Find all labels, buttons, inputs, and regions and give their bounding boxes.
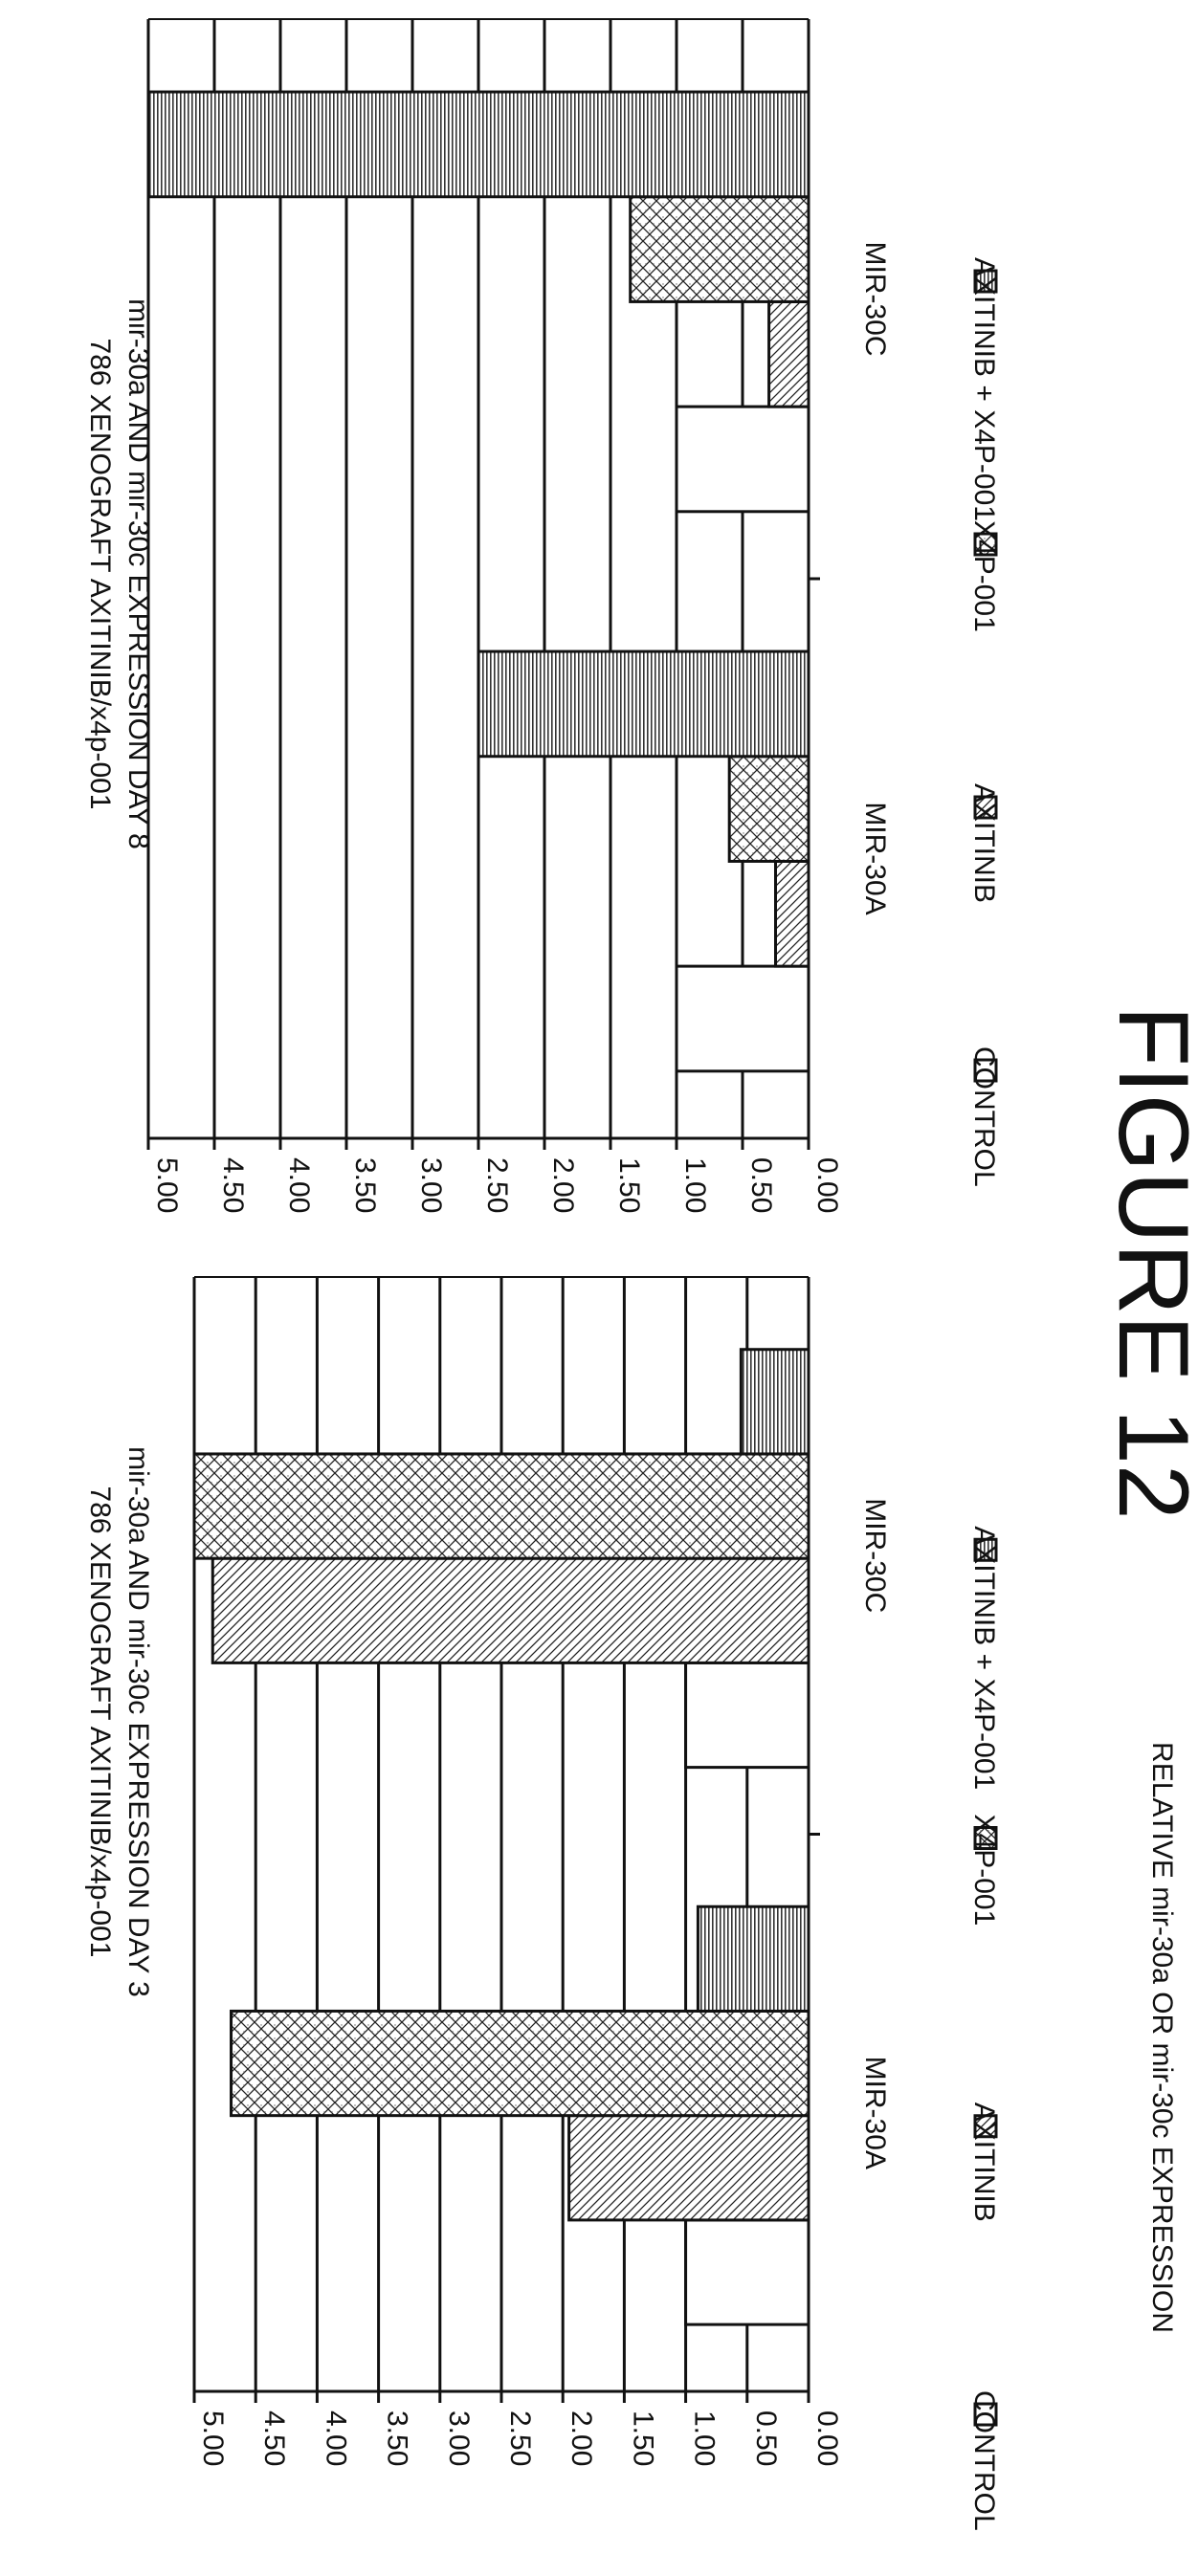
tick-label: 2.00 (566, 2411, 597, 2466)
figure-caption: FIGURE 12 (1098, 1005, 1198, 1519)
bar-x4p-001-mir-30a (729, 757, 809, 862)
tick-label: 4.00 (283, 1157, 315, 1213)
legend-label: CONTROL (968, 2390, 1000, 2531)
chart-day-8: 786 XENOGRAFT AXITINIB/x4p-001mir-30a AN… (84, 19, 1000, 1213)
legend-label: CONTROL (968, 1046, 1000, 1187)
tick-label: 0.50 (745, 1157, 777, 1213)
tick-label: 4.00 (320, 2411, 351, 2466)
bar-x4p-001-mir-30a (232, 2011, 809, 2115)
chart-subtitle: mir-30a AND mir-30c EXPRESSION DAY 3 (122, 1446, 154, 1997)
legend-label: AXITINIB + X4P-001 (968, 1526, 1000, 1790)
tick-label: 3.00 (415, 1157, 447, 1213)
legend: CONTROL AXITINIB X4P-001AXITINIB + X4P-001 (968, 257, 1000, 1187)
bar-axitinib-mir-30c (769, 301, 809, 407)
tick-label: 3.50 (382, 2411, 413, 2466)
bar-axitinib-mir-30a (776, 861, 810, 966)
bar-x4p-001-mir-30c (194, 1454, 809, 1558)
chart-title: 786 XENOGRAFT AXITINIB/x4p-001 (84, 339, 116, 810)
chart-title: 786 XENOGRAFT AXITINIB/x4p-001 (84, 1486, 116, 1958)
category-label: MIR-30A (859, 2057, 891, 2169)
bar-axitinib-x4p-001-mir-30a (478, 651, 809, 757)
bar-axitinib-x4p-001-mir-30a (698, 1906, 809, 2011)
legend: CONTROL AXITINIB X4P-001 AXITINIB + X4P-001 (968, 1526, 1000, 2530)
tick-label: 5.00 (197, 2411, 229, 2466)
tick-label: 1.00 (679, 1157, 711, 1213)
tick-label: 2.50 (504, 2411, 536, 2466)
tick-label: 3.00 (443, 2411, 475, 2466)
bar-axitinib-x4p-001-mir-30c (148, 92, 809, 197)
bar-control-mir-30c (677, 407, 809, 512)
y-axis-label: RELATIVE mir-30a OR mir-30c EXPRESSION (1146, 1742, 1178, 2333)
category-label: MIR-30C (859, 1498, 891, 1613)
tick-label: 0.00 (811, 2411, 843, 2466)
tick-label: 4.50 (258, 2411, 290, 2466)
bar-axitinib-mir-30c (212, 1558, 809, 1662)
bar-axitinib-mir-30a (569, 2116, 809, 2220)
tick-label: 5.00 (151, 1157, 183, 1213)
legend-label: AXITINIB (968, 783, 1000, 903)
tick-label: 2.00 (547, 1157, 579, 1213)
category-label: MIR-30A (859, 802, 891, 914)
tick-label: 1.50 (613, 1157, 645, 1213)
tick-label: 1.00 (689, 2411, 721, 2466)
legend-label: AXITINIB + X4P-001 (968, 257, 1000, 521)
bar-control-mir-30a (686, 2220, 809, 2324)
chart-day-3: 786 XENOGRAFT AXITINIB/x4p-001mir-30a AN… (84, 1277, 1000, 2531)
bar-control-mir-30a (677, 966, 809, 1071)
tick-label: 0.00 (811, 1157, 843, 1213)
legend-label: AXITINIB (968, 2103, 1000, 2222)
tick-label: 1.50 (627, 2411, 658, 2466)
bar-axitinib-x4p-001-mir-30c (741, 1350, 809, 1454)
tick-label: 0.50 (750, 2411, 782, 2466)
tick-label: 3.50 (349, 1157, 381, 1213)
legend-label: X4P-001 (968, 1815, 1000, 1926)
bar-control-mir-30c (686, 1662, 809, 1767)
legend-label: X4P-001 (968, 520, 1000, 632)
bar-x4p-001-mir-30c (631, 197, 809, 302)
category-label: MIR-30C (859, 241, 891, 356)
tick-label: 4.50 (217, 1157, 249, 1213)
tick-label: 2.50 (481, 1157, 513, 1213)
